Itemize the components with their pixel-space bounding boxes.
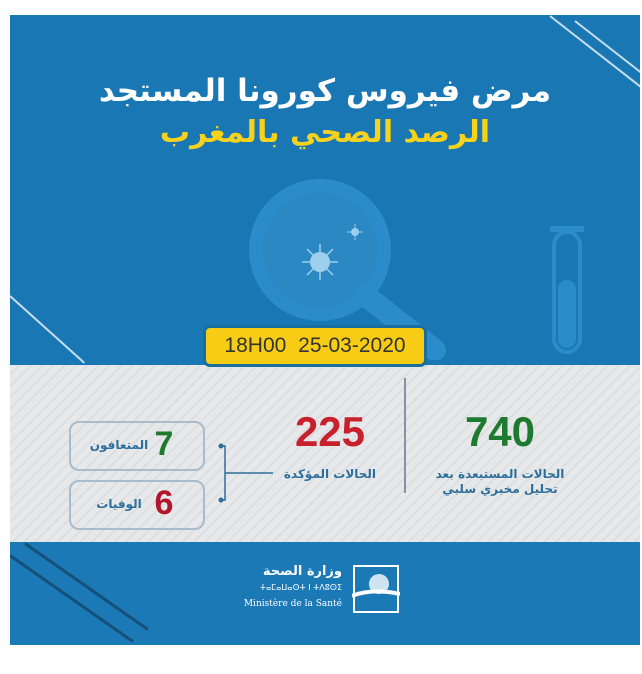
page-subtitle: الرصد الصحي بالمغرب <box>159 115 491 150</box>
recovered-label: المتعافون <box>89 438 149 452</box>
date-badge: 18H00 25-03-2020 <box>203 325 427 367</box>
deaths-count: 6 <box>154 484 174 522</box>
decor-line <box>24 542 149 631</box>
logo-arabic-text: وزارة الصحة <box>262 564 342 579</box>
logo-french-text: Ministère de la Santé <box>243 599 342 609</box>
test-tube-icon <box>550 226 584 354</box>
recovered-count: 7 <box>154 425 174 463</box>
connector-lines <box>218 443 273 503</box>
logo-tifinagh-text: ⵜⴰⵎⴰⵡⴰⵙⵜ ⵏ ⵜⴷⵓⵙⵉ <box>259 583 342 592</box>
ministry-emblem-icon <box>352 565 400 613</box>
excluded-label-2: تحليل مخبري سلبي <box>442 482 558 496</box>
ministry-logo: وزارة الصحة ⵜⴰⵎⴰⵡⴰⵙⵜ ⵏ ⵜⴷⵓⵙⵉ Ministère d… <box>244 564 400 619</box>
confirmed-count: 225 <box>294 408 366 455</box>
excluded-count: 740 <box>464 408 536 455</box>
infographic-card: مرض فيروس كورونا المستجد الرصد الصحي بال… <box>10 15 640 645</box>
divider <box>404 378 406 493</box>
header-section: مرض فيروس كورونا المستجد الرصد الصحي بال… <box>10 15 640 365</box>
deaths-box: 6 الوفيات <box>69 480 205 530</box>
excluded-label-1: الحالات المستبعدة بعد <box>435 467 565 481</box>
recovered-box: 7 المتعافون <box>69 421 205 471</box>
deaths-label: الوفيات <box>96 497 142 511</box>
decor-line <box>10 295 85 364</box>
page-title: مرض فيروس كورونا المستجد <box>98 73 552 109</box>
stats-section <box>10 365 640 542</box>
confirmed-label: الحالات المؤكدة <box>283 467 377 481</box>
decor-line <box>10 554 134 643</box>
footer-section: وزارة الصحة ⵜⴰⵎⴰⵡⴰⵙⵜ ⵏ ⵜⴷⵓⵙⵉ Ministère d… <box>10 542 640 645</box>
